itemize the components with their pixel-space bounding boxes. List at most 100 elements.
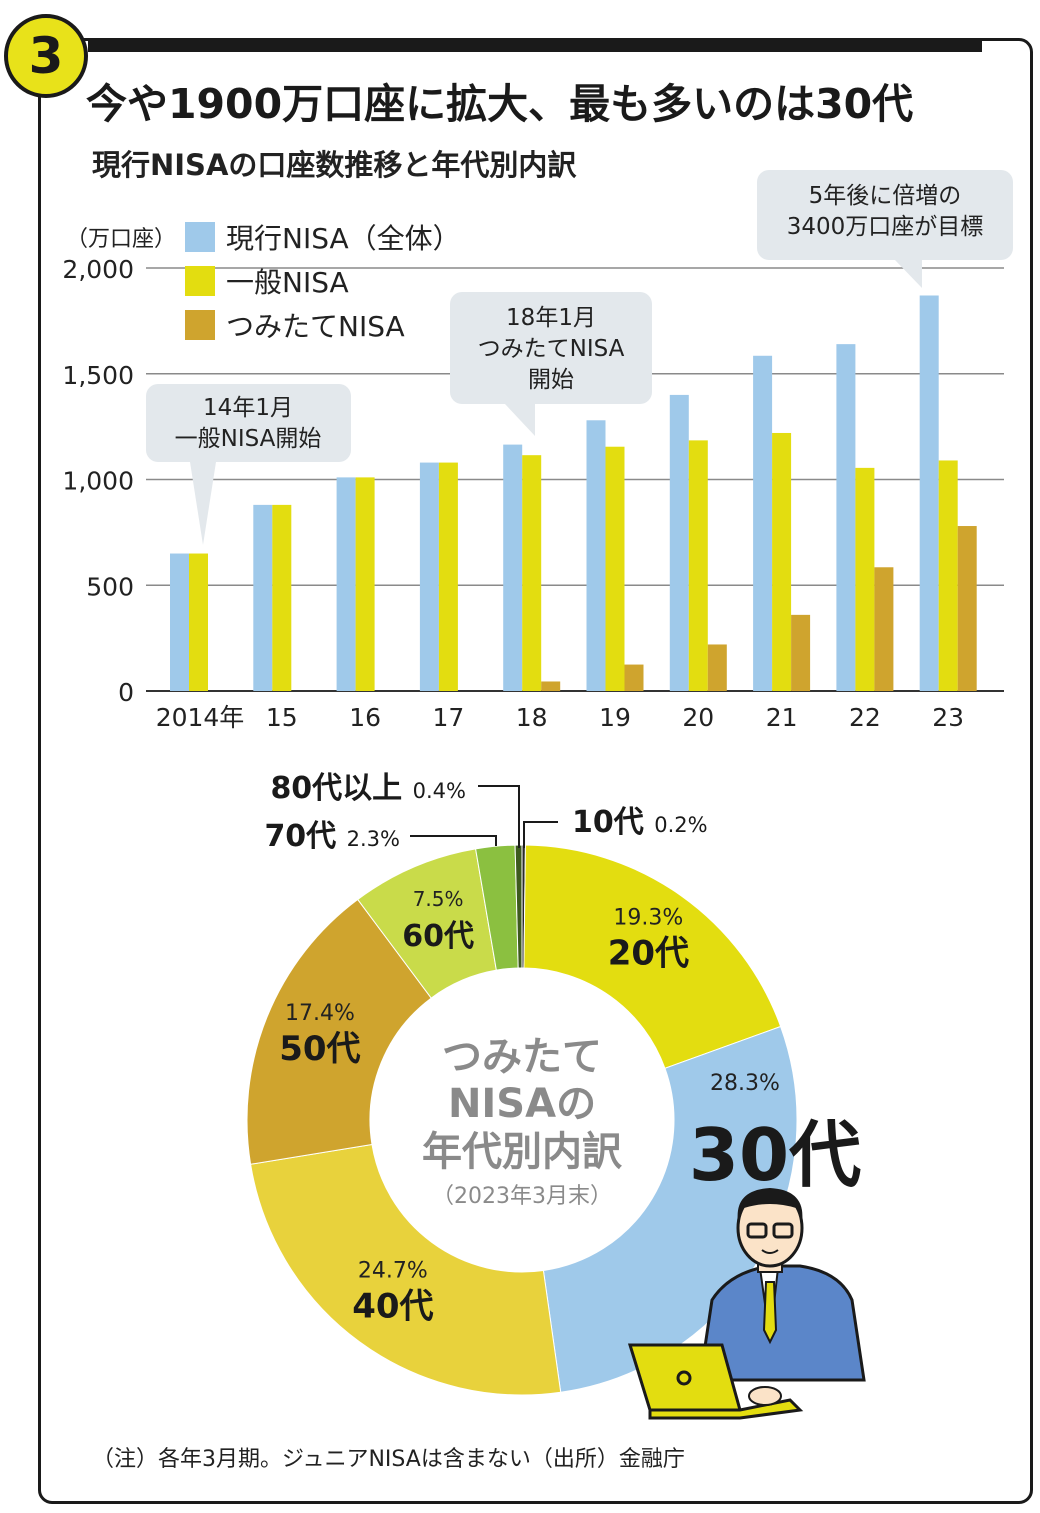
top-bar	[88, 38, 982, 52]
bar-current-nisa	[836, 344, 856, 691]
callout-text: つみたてNISA	[478, 336, 625, 362]
x-tick-label: 17	[432, 703, 464, 732]
leader-line	[410, 835, 497, 846]
x-tick-label: 19	[599, 703, 631, 732]
legend-swatch	[185, 310, 215, 340]
bar-current-nisa	[586, 420, 606, 691]
bar-general-nisa	[855, 467, 875, 691]
hand	[748, 1386, 782, 1406]
bar-tsumitate-nisa	[707, 644, 727, 691]
x-tick-label: 2014年	[156, 703, 245, 732]
tie	[762, 1281, 778, 1345]
bar-current-nisa	[919, 295, 939, 691]
y-tick-label: 500	[86, 572, 134, 601]
legend-label: つみたてNISA	[226, 310, 405, 343]
legend-label: 一般NISA	[226, 266, 349, 299]
center-label: NISAの	[448, 1081, 596, 1127]
x-tick-label: 22	[849, 703, 881, 732]
footnote: （注）各年3月期。ジュニアNISAは含まない（出所）金融庁	[92, 1447, 685, 1472]
callout-box	[146, 384, 351, 462]
slice-value-label: 7.5%	[413, 887, 464, 911]
center-sublabel: （2023年3月末）	[432, 1184, 612, 1209]
bar-chart: 0 500 1,000 1,500 2,000 （万口座） 2014年 15 16 17 18 19 2…	[62, 170, 1013, 732]
bar-tsumitate-nisa	[874, 567, 894, 691]
leader-line	[523, 821, 558, 848]
callout-text: 開始	[528, 367, 574, 393]
callout-tail	[505, 404, 535, 436]
slice-30s	[542, 1025, 798, 1393]
leader-line	[478, 785, 520, 848]
slice-category-label: 20代	[608, 933, 689, 973]
slice-value-label: 17.4%	[285, 1001, 355, 1026]
legend-label: 現行NISA（全体）	[226, 222, 461, 255]
laptop-logo-icon	[676, 1370, 692, 1386]
slice-outside-label: 80代以上 0.4%	[270, 771, 466, 806]
slice-category-label: 50代	[279, 1029, 360, 1069]
bar-general-nisa	[189, 553, 208, 691]
slice-category-label: 30代	[689, 1113, 861, 1197]
x-tick-label: 15	[266, 703, 298, 732]
slice-40s	[250, 1143, 562, 1396]
bar-general-nisa	[438, 462, 458, 691]
bar-tsumitate-nisa	[957, 526, 977, 691]
center-label: 年代別内訳	[422, 1129, 623, 1175]
bar-current-nisa	[669, 394, 689, 691]
bar-general-nisa	[522, 455, 542, 691]
x-tick-label: 23	[932, 703, 964, 732]
callout-text: 3400万口座が目標	[787, 214, 984, 240]
page-subtitle: 現行NISAの口座数推移と年代別内訳	[92, 148, 577, 182]
callout-box	[757, 170, 1013, 260]
bar-current-nisa	[170, 553, 189, 691]
y-tick-label: 0	[118, 678, 134, 707]
hair	[737, 1188, 803, 1222]
legend-swatch	[185, 266, 215, 296]
callout-text: 5年後に倍増の	[809, 183, 962, 209]
y-tick-label: 1,000	[62, 467, 134, 496]
x-tick-label: 18	[516, 703, 548, 732]
slice-50s	[246, 898, 432, 1165]
slice-80s-plus	[514, 844, 523, 969]
mouth	[761, 1249, 779, 1254]
slice-20s	[523, 844, 782, 1069]
slice-value-label: 28.3%	[710, 1071, 780, 1096]
laptop-screen	[627, 1343, 742, 1412]
callout-text: 14年1月	[203, 395, 293, 421]
x-tick-label: 21	[766, 703, 798, 732]
slice-outside-label: 10代 0.2%	[572, 805, 708, 840]
bar-current-nisa	[336, 477, 356, 691]
bar-current-nisa	[753, 355, 773, 691]
suit-jacket	[698, 1264, 866, 1382]
legend-swatch	[185, 222, 215, 252]
callout-box	[450, 292, 652, 404]
bar-general-nisa	[605, 446, 625, 691]
laptop-base	[648, 1398, 804, 1420]
section-number-badge: 3	[4, 14, 88, 98]
slice-category-label: 60代	[402, 919, 474, 954]
slice-value-label: 19.3%	[613, 905, 683, 930]
y-tick-label: 1,500	[62, 361, 134, 390]
bar-general-nisa	[355, 477, 375, 691]
bar-general-nisa	[688, 440, 708, 691]
bar-tsumitate-nisa	[541, 681, 561, 691]
x-tick-label: 16	[349, 703, 381, 732]
slice-outside-label: 70代 2.3%	[264, 819, 400, 854]
slice-value-label: 24.7%	[358, 1259, 428, 1284]
glasses-left	[746, 1222, 768, 1239]
slice-category-label: 40代	[352, 1287, 433, 1327]
bar-general-nisa	[772, 432, 792, 691]
y-tick-label: 2,000	[62, 255, 134, 284]
y-axis-unit: （万口座）	[66, 227, 176, 252]
callout-tail	[190, 462, 216, 545]
bar-tsumitate-nisa	[791, 614, 811, 691]
bar-tsumitate-nisa	[624, 664, 644, 691]
center-label: つみたて	[442, 1034, 602, 1080]
glasses-right	[772, 1222, 794, 1239]
bar-general-nisa	[272, 504, 292, 691]
callout-text: 一般NISA開始	[175, 426, 322, 452]
callout-tail	[895, 260, 922, 288]
person-with-laptop-illustration	[627, 1188, 866, 1420]
bar-current-nisa	[419, 462, 439, 691]
page-title: 今や1900万口座に拡大、最も多いのは30代	[86, 80, 914, 128]
bar-current-nisa	[253, 504, 273, 691]
